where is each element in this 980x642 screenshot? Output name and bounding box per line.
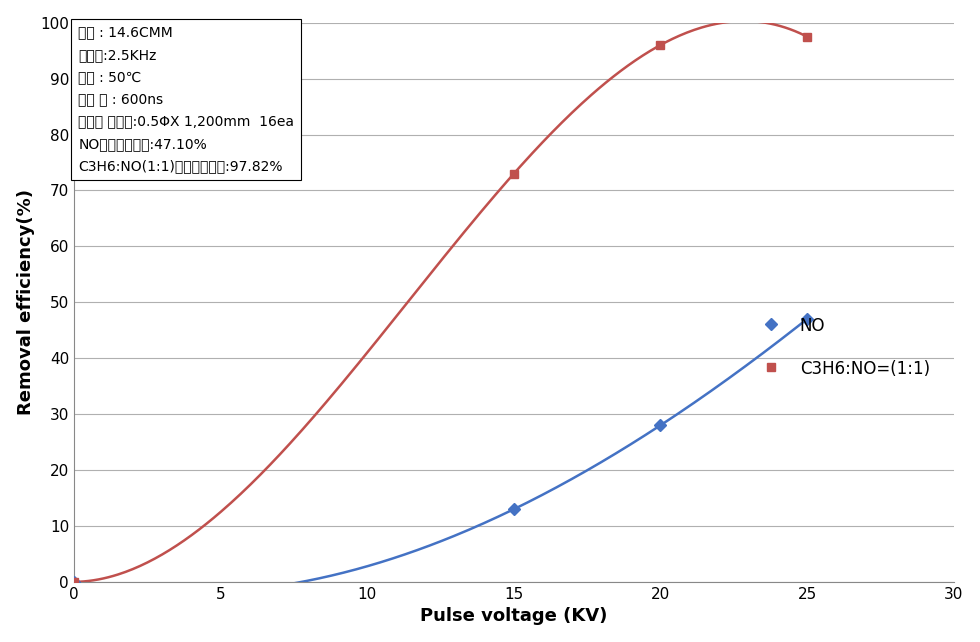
NO xyxy=(655,422,666,429)
NO xyxy=(802,315,813,323)
C3H6:NO=(1:1) xyxy=(68,578,79,586)
Legend: NO, C3H6:NO=(1:1): NO, C3H6:NO=(1:1) xyxy=(743,310,937,384)
Line: NO: NO xyxy=(70,315,811,586)
Text: 유량 : 14.6CMM
반복율:2.5KHz
온도 : 50℃
펜스 폭 : 600ns
반응기 방전극:0.5ΦX 1,200mm  16ea
NO제거최대: 유량 : 14.6CMM 반복율:2.5KHz 온도 : 50℃ 펜스 폭 : … xyxy=(78,26,294,173)
Y-axis label: Removal efficiency(%): Removal efficiency(%) xyxy=(17,189,34,415)
C3H6:NO=(1:1) xyxy=(655,41,666,49)
C3H6:NO=(1:1) xyxy=(802,33,813,40)
NO xyxy=(508,505,519,513)
X-axis label: Pulse voltage (KV): Pulse voltage (KV) xyxy=(420,607,608,625)
C3H6:NO=(1:1) xyxy=(508,170,519,178)
Line: C3H6:NO=(1:1): C3H6:NO=(1:1) xyxy=(70,33,811,586)
NO xyxy=(68,578,79,586)
